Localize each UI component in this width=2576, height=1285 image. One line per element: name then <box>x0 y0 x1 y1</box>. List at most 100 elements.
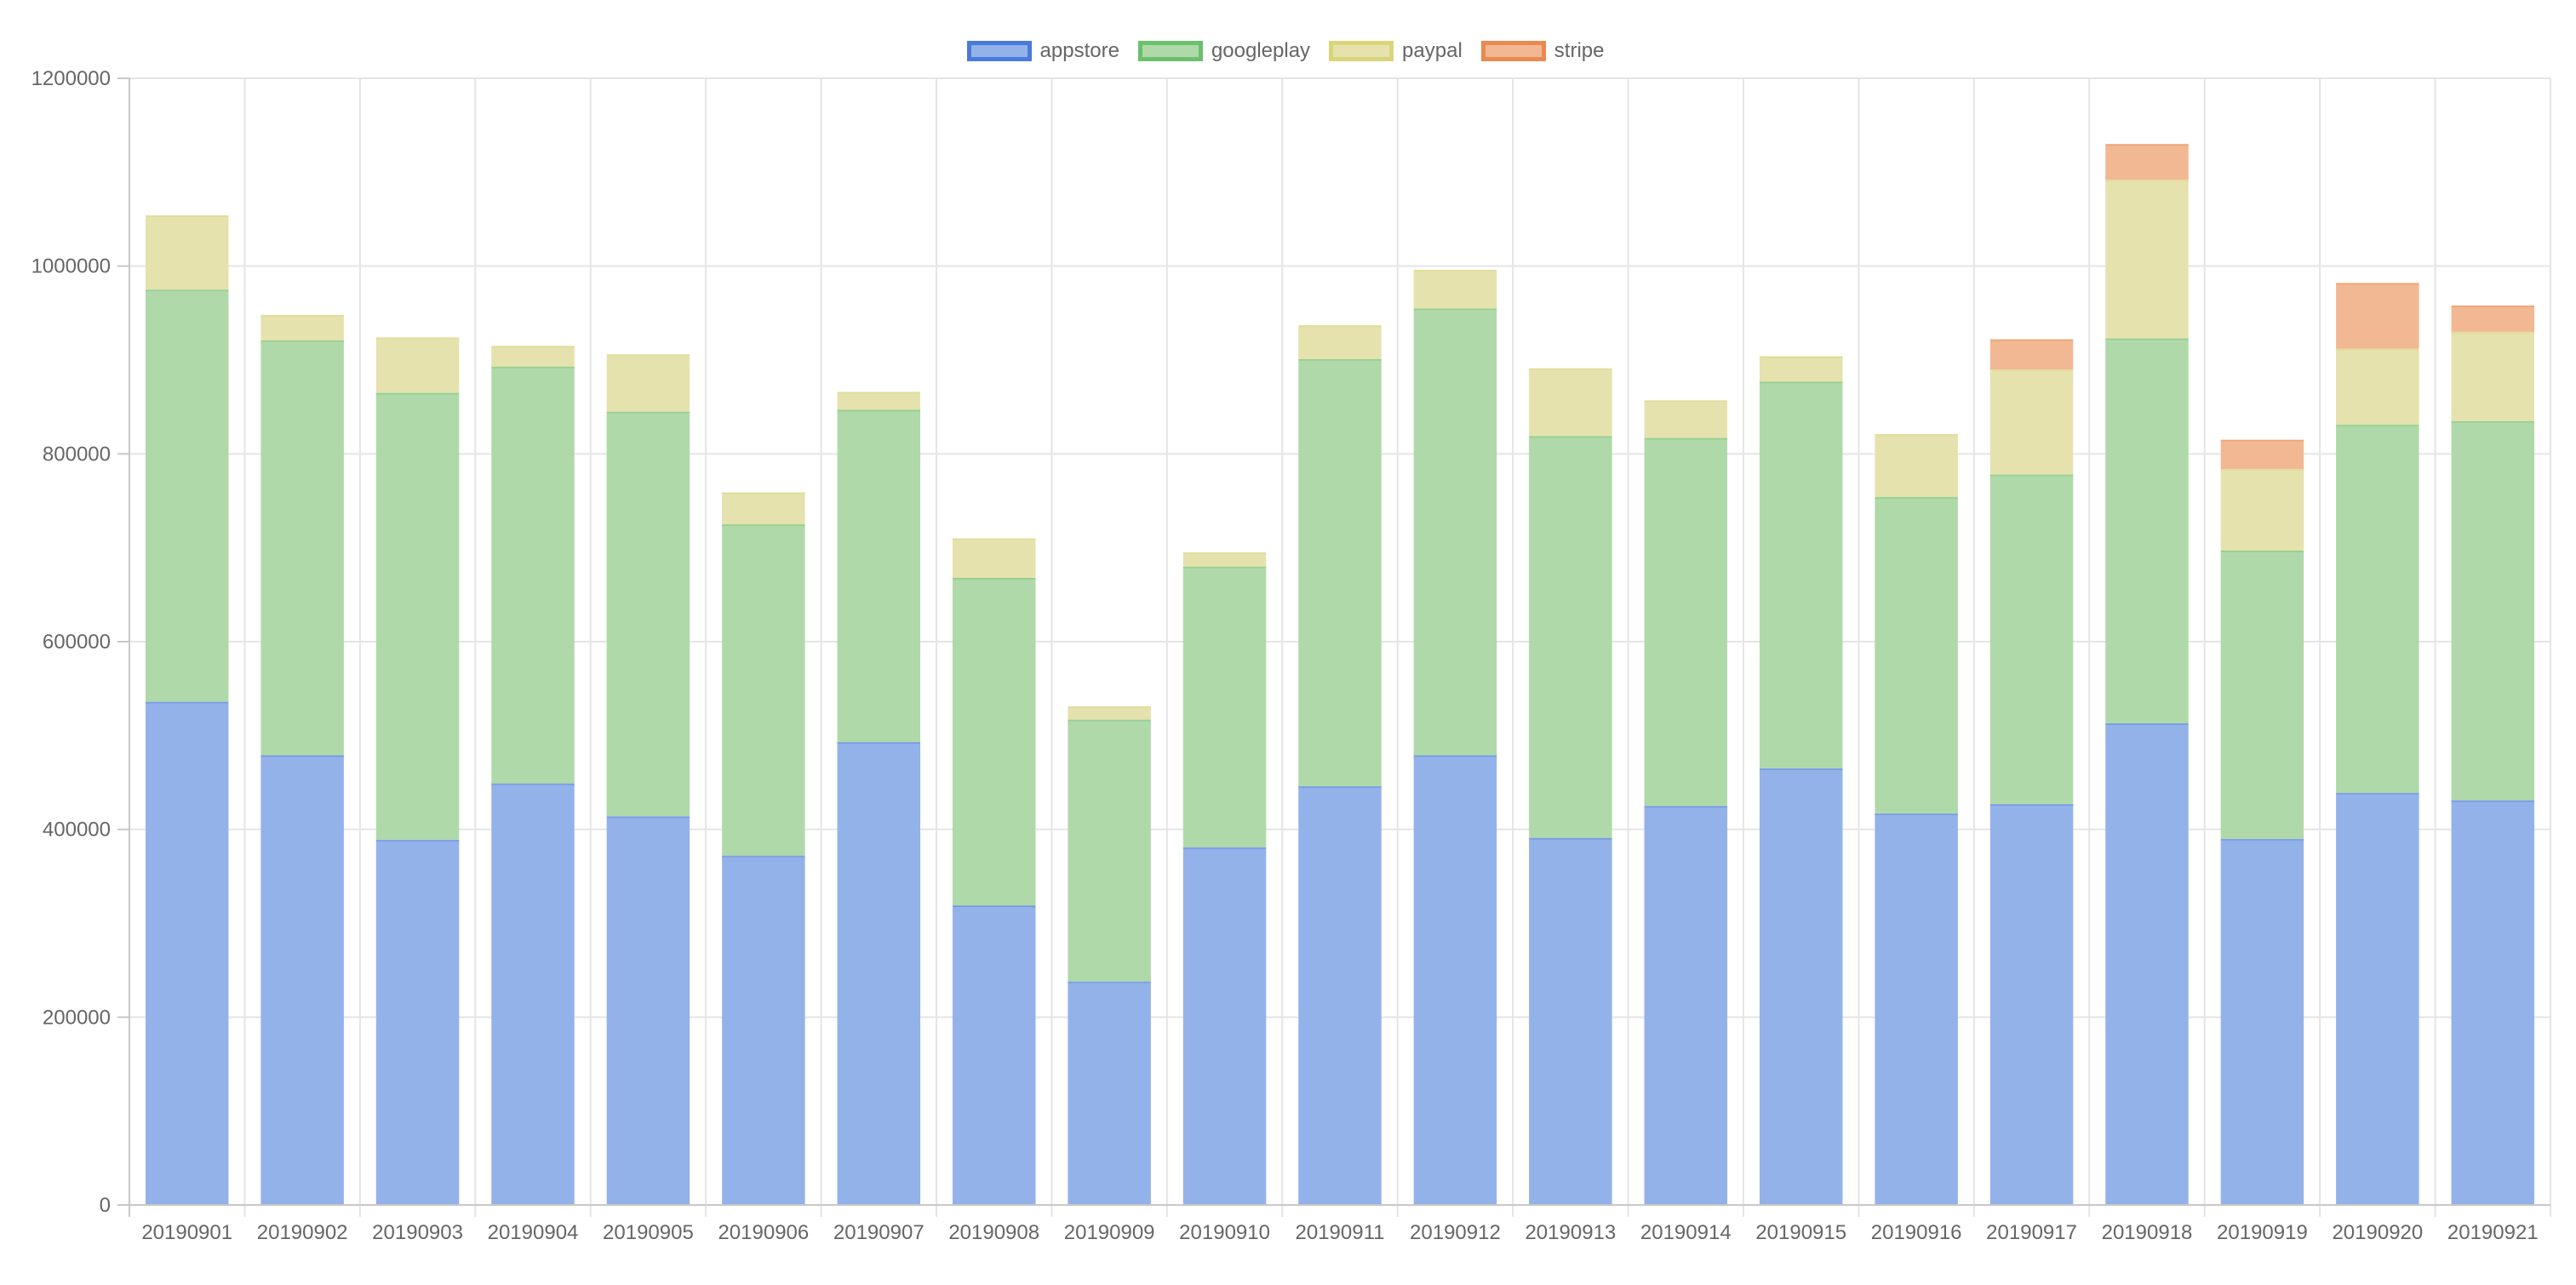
bar-paypal-20190909[interactable] <box>1068 706 1151 720</box>
bar-paypal-20190919[interactable] <box>2220 468 2304 551</box>
x-tick-label: 20190919 <box>2217 1221 2308 1244</box>
bar-appstore-20190904[interactable] <box>491 783 575 1205</box>
bar-googleplay-20190906[interactable] <box>722 524 805 856</box>
bar-paypal-20190918[interactable] <box>2105 180 2189 339</box>
bar-googleplay-20190903[interactable] <box>375 392 460 840</box>
bar-googleplay-20190919[interactable] <box>2220 550 2304 839</box>
bar-googleplay-20190913[interactable] <box>1529 436 1612 838</box>
bar-paypal-20190901[interactable] <box>145 215 229 290</box>
bar-appstore-20190914[interactable] <box>1644 806 1728 1205</box>
x-tick-label: 20190908 <box>948 1221 1039 1244</box>
bar-appstore-20190909[interactable] <box>1068 981 1151 1205</box>
bar-googleplay-20190908[interactable] <box>952 577 1036 906</box>
bar-paypal-20190913[interactable] <box>1529 368 1612 437</box>
bar-paypal-20190906[interactable] <box>722 492 805 525</box>
bar-appstore-20190905[interactable] <box>606 816 690 1205</box>
bar-paypal-20190916[interactable] <box>1875 434 1958 498</box>
bar-stripe-20190919[interactable] <box>2220 439 2304 469</box>
bar-paypal-20190904[interactable] <box>491 346 575 367</box>
bar-googleplay-20190902[interactable] <box>260 340 344 756</box>
bar-appstore-20190903[interactable] <box>375 839 460 1205</box>
legend-label: googleplay <box>1211 39 1311 62</box>
bar-googleplay-20190918[interactable] <box>2105 338 2189 723</box>
bar-paypal-20190905[interactable] <box>606 354 690 412</box>
bar-stripe-20190918[interactable] <box>2105 144 2189 180</box>
x-tick-label: 20190902 <box>257 1221 348 1244</box>
bar-appstore-20190912[interactable] <box>1413 755 1497 1205</box>
bar-stripe-20190921[interactable] <box>2451 306 2535 332</box>
bar-appstore-20190919[interactable] <box>2220 838 2304 1205</box>
bar-appstore-20190918[interactable] <box>2105 722 2189 1205</box>
legend-label: appstore <box>1039 39 1119 62</box>
legend-item-googleplay[interactable]: googleplay <box>1137 39 1315 62</box>
x-tick-label: 20190916 <box>1871 1221 1962 1244</box>
y-tick-label: 0 <box>100 1194 111 1217</box>
bar-paypal-20190910[interactable] <box>1182 552 1267 567</box>
bar-paypal-20190914[interactable] <box>1644 400 1728 438</box>
bar-googleplay-20190921[interactable] <box>2451 420 2535 801</box>
bar-paypal-20190921[interactable] <box>2451 331 2535 421</box>
bar-googleplay-20190904[interactable] <box>491 366 575 784</box>
legend-label: paypal <box>1402 39 1463 62</box>
bar-stripe-20190920[interactable] <box>2336 283 2419 349</box>
x-tick-label: 20190918 <box>2102 1221 2193 1244</box>
bars <box>145 144 2535 1205</box>
x-tick-label: 20190905 <box>603 1221 694 1244</box>
bar-paypal-20190920[interactable] <box>2336 348 2419 425</box>
bar-appstore-20190906[interactable] <box>722 855 805 1205</box>
bar-paypal-20190911[interactable] <box>1298 325 1382 359</box>
bar-appstore-20190916[interactable] <box>1875 813 1958 1205</box>
bar-appstore-20190908[interactable] <box>952 905 1036 1205</box>
legend-swatch <box>1329 41 1394 61</box>
bar-paypal-20190902[interactable] <box>260 315 344 340</box>
bar-appstore-20190910[interactable] <box>1182 847 1267 1205</box>
bar-googleplay-20190917[interactable] <box>1989 474 2074 804</box>
bar-appstore-20190915[interactable] <box>1759 768 1843 1205</box>
bar-paypal-20190907[interactable] <box>837 391 921 410</box>
x-tick-label: 20190907 <box>833 1221 924 1244</box>
legend-swatch <box>966 41 1032 61</box>
bar-googleplay-20190905[interactable] <box>606 411 690 817</box>
bar-googleplay-20190916[interactable] <box>1875 497 1958 814</box>
chart-legend: appstore googleplay paypal stripe <box>0 34 2576 68</box>
x-tick-label: 20190921 <box>2447 1221 2539 1244</box>
bar-paypal-20190917[interactable] <box>1989 369 2074 475</box>
bar-appstore-20190907[interactable] <box>837 742 921 1205</box>
bar-appstore-20190921[interactable] <box>2451 800 2535 1205</box>
bar-appstore-20190913[interactable] <box>1529 837 1612 1205</box>
legend-label: stripe <box>1554 39 1605 62</box>
bar-paypal-20190912[interactable] <box>1413 270 1497 309</box>
bar-googleplay-20190915[interactable] <box>1759 381 1843 768</box>
bar-googleplay-20190910[interactable] <box>1182 566 1267 848</box>
legend-item-appstore[interactable]: appstore <box>966 39 1125 62</box>
bar-appstore-20190901[interactable] <box>145 701 229 1205</box>
bar-appstore-20190920[interactable] <box>2336 792 2419 1205</box>
x-tick-label: 20190904 <box>488 1221 579 1244</box>
x-tick-label: 20190901 <box>141 1221 232 1244</box>
bar-googleplay-20190912[interactable] <box>1413 308 1497 756</box>
bar-googleplay-20190914[interactable] <box>1644 437 1728 807</box>
bar-googleplay-20190907[interactable] <box>837 409 921 743</box>
bar-appstore-20190917[interactable] <box>1989 803 2074 1205</box>
bar-stripe-20190917[interactable] <box>1989 339 2074 370</box>
bar-appstore-20190911[interactable] <box>1298 785 1382 1205</box>
y-tick-label: 600000 <box>43 631 111 654</box>
x-tick-label: 20190917 <box>1986 1221 2077 1244</box>
x-tick-label: 20190910 <box>1179 1221 1270 1244</box>
bar-googleplay-20190901[interactable] <box>145 289 229 702</box>
bar-paypal-20190908[interactable] <box>952 538 1036 578</box>
y-tick-label: 200000 <box>43 1006 111 1029</box>
bar-paypal-20190903[interactable] <box>375 337 460 393</box>
bar-googleplay-20190920[interactable] <box>2336 425 2419 793</box>
bar-appstore-20190902[interactable] <box>260 755 344 1205</box>
y-tick-label: 1000000 <box>31 255 111 278</box>
x-tick-label: 20190911 <box>1296 1221 1385 1244</box>
y-tick-label: 1200000 <box>31 67 111 90</box>
y-tick-label: 400000 <box>43 819 111 842</box>
bar-googleplay-20190909[interactable] <box>1068 719 1151 982</box>
legend-item-paypal[interactable]: paypal <box>1329 41 1468 61</box>
x-tick-label: 20190903 <box>372 1221 463 1244</box>
legend-item-stripe[interactable]: stripe <box>1480 39 1610 62</box>
bar-paypal-20190915[interactable] <box>1759 356 1843 382</box>
bar-googleplay-20190911[interactable] <box>1298 358 1382 786</box>
